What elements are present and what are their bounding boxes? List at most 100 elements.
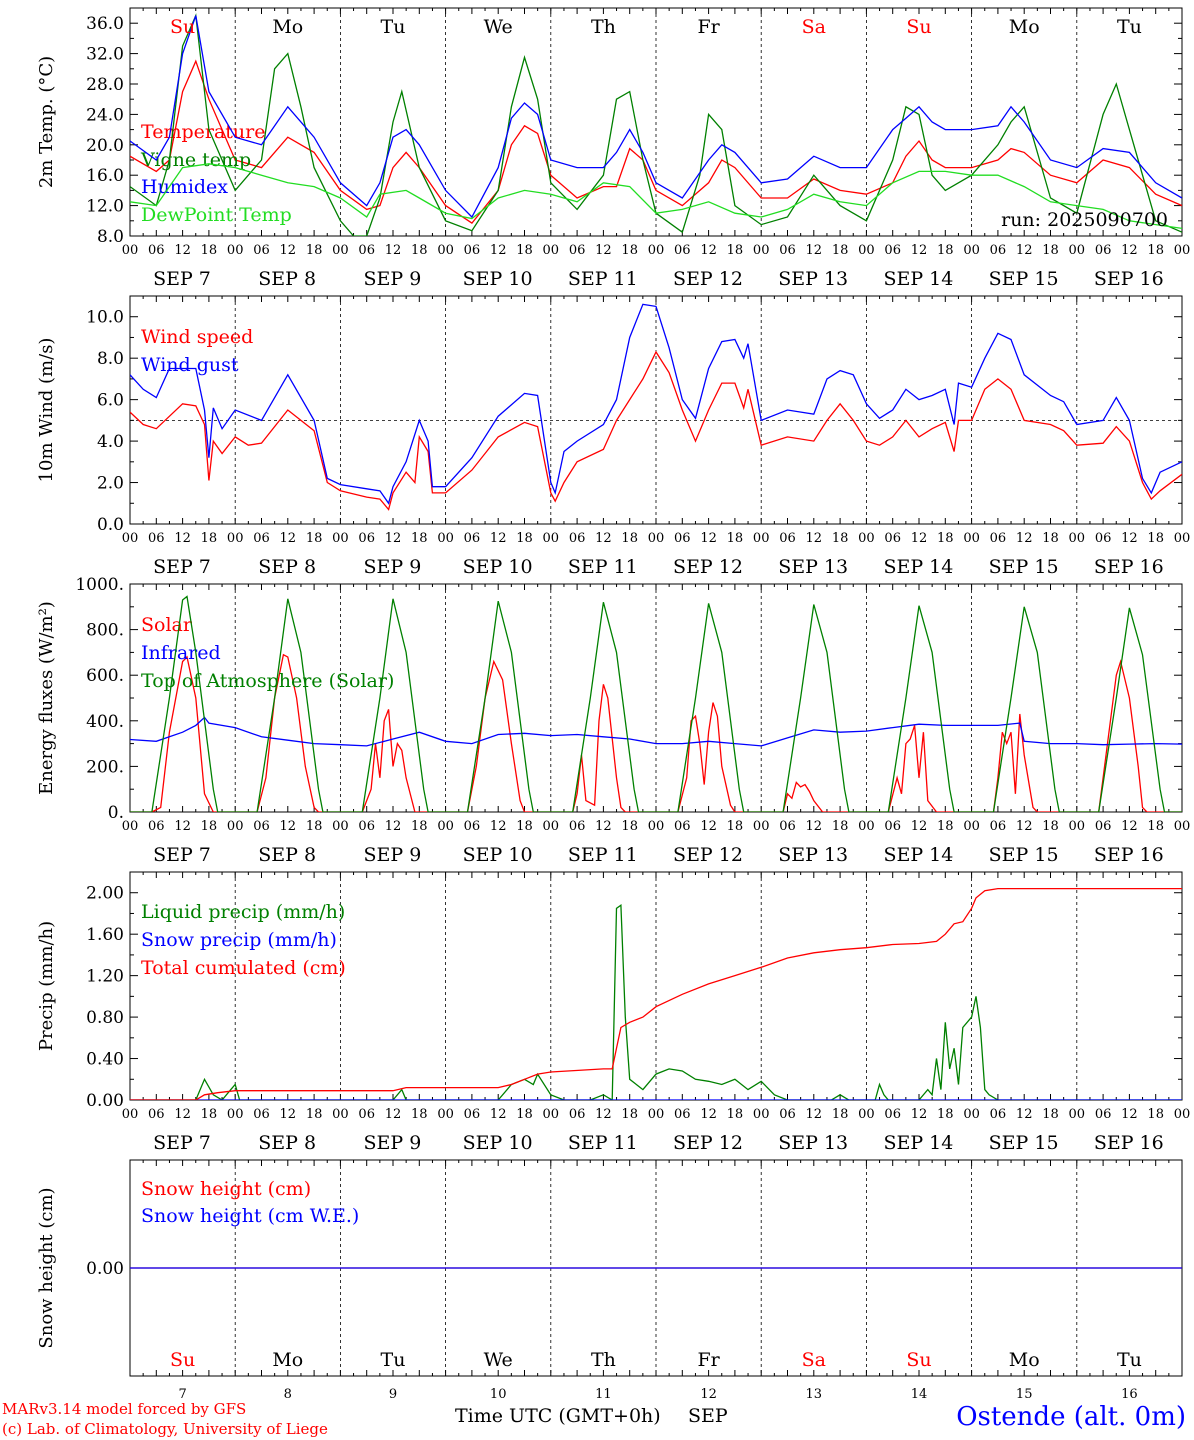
y-tick-label: 0.00: [86, 1091, 124, 1111]
y-tick-label: 0.00: [86, 1259, 124, 1279]
hour-tick-label: 06: [464, 531, 481, 546]
hour-tick-label: 06: [779, 819, 796, 834]
hour-tick-label: 06: [884, 243, 901, 258]
hour-tick-label: 06: [1095, 243, 1112, 258]
day-label: SEP 12: [673, 844, 743, 866]
hour-tick-label: 06: [253, 1107, 270, 1122]
hour-tick-label: 12: [385, 1107, 402, 1122]
day-label: SEP 7: [153, 556, 211, 578]
y-tick-label: 28.0: [86, 75, 124, 95]
hour-tick-label: 18: [1147, 243, 1164, 258]
legend-wind-1: Wind gust: [141, 354, 239, 376]
hour-tick-label: 00: [753, 819, 770, 834]
hour-tick-label: 12: [174, 243, 191, 258]
y-tick-label: 8.0: [97, 349, 124, 369]
day-label: SEP 10: [463, 556, 533, 578]
weekday-label-bottom: Sa: [802, 1349, 826, 1371]
hour-tick-label: 18: [306, 819, 323, 834]
hour-tick-label: 00: [1174, 1107, 1191, 1122]
day-label: SEP 13: [778, 844, 848, 866]
hour-tick-label: 06: [674, 1107, 691, 1122]
hour-tick-label: 00: [332, 819, 349, 834]
hour-tick-label: 00: [753, 1107, 770, 1122]
hour-tick-label: 12: [1121, 531, 1138, 546]
hour-tick-label: 00: [753, 243, 770, 258]
hour-tick-label: 18: [832, 1107, 849, 1122]
hour-tick-label: 06: [990, 531, 1007, 546]
hour-tick-label: 12: [490, 243, 507, 258]
hour-tick-label: 12: [490, 819, 507, 834]
day-label: SEP 9: [363, 844, 421, 866]
hour-tick-label: 12: [1121, 819, 1138, 834]
hour-tick-label: 18: [1042, 1107, 1059, 1122]
hour-tick-label: 00: [437, 243, 454, 258]
series-line-precip-2: [130, 887, 1182, 1100]
hour-tick-label: 00: [543, 819, 560, 834]
weekday-label-top: Mo: [1009, 16, 1040, 38]
hour-tick-label: 00: [122, 243, 139, 258]
series-line-energy-0: [130, 653, 1182, 812]
lab-credit: (c) Lab. of Climatology, University of L…: [2, 1420, 328, 1438]
hour-tick-label: 18: [832, 243, 849, 258]
y-tick-label: 16.0: [86, 166, 124, 186]
y-tick-label: 1.60: [86, 925, 124, 945]
hour-tick-label: 18: [516, 243, 533, 258]
hour-tick-label: 12: [1121, 1107, 1138, 1122]
y-axis-title: 2m Temp. (°C): [36, 56, 57, 188]
hour-tick-label: 18: [727, 243, 744, 258]
hour-tick-label: 00: [963, 531, 980, 546]
hour-tick-label: 12: [595, 243, 612, 258]
day-label: SEP 15: [989, 268, 1059, 290]
series-line-energy-2: [130, 595, 1182, 812]
hour-tick-label: 18: [201, 819, 218, 834]
hour-tick-label: 12: [1016, 243, 1033, 258]
series-line-temperature-1: [130, 13, 1182, 236]
hour-tick-label: 18: [516, 531, 533, 546]
legend-temperature-0: Temperature: [141, 121, 265, 143]
legend-energy-2: Top of Atmosphere (Solar): [141, 670, 394, 692]
hour-tick-label: 00: [332, 531, 349, 546]
hour-tick-label: 00: [1069, 819, 1086, 834]
hour-tick-label: 06: [569, 1107, 586, 1122]
hour-tick-label: 18: [621, 1107, 638, 1122]
y-axis-title: Energy fluxes (W/m²): [36, 601, 57, 795]
panel-energy: 0. 200. 400. 600. 800. 1000. Energy fluxes (W/…: [36, 575, 1190, 866]
day-label: SEP 16: [1094, 556, 1164, 578]
day-label: SEP 11: [568, 556, 638, 578]
hour-tick-label: 12: [174, 819, 191, 834]
hour-tick-label: 12: [1016, 819, 1033, 834]
hour-tick-label: 00: [437, 819, 454, 834]
hour-tick-label: 00: [543, 243, 560, 258]
day-label: SEP 8: [258, 268, 316, 290]
panel-temperature: 8.0 12.0 16.0 20.0 24.0 28.0 32.0 36.0 2m Temp. …: [36, 7, 1190, 290]
legend-energy-0: Solar: [141, 614, 193, 636]
day-label: SEP 14: [883, 556, 953, 578]
day-label: SEP 8: [258, 844, 316, 866]
day-number: 9: [389, 1387, 397, 1402]
hour-tick-label: 18: [201, 1107, 218, 1122]
hour-tick-label: 06: [884, 819, 901, 834]
hour-tick-label: 00: [437, 531, 454, 546]
hour-tick-label: 06: [1095, 1107, 1112, 1122]
model-credit: MARv3.14 model forced by GFS: [2, 1400, 247, 1418]
y-tick-label: 0.0: [97, 515, 124, 535]
hour-tick-label: 12: [806, 819, 823, 834]
day-label: SEP 14: [883, 844, 953, 866]
legend-snow-1: Snow height (cm W.E.): [141, 1205, 359, 1227]
hour-tick-label: 06: [358, 819, 375, 834]
day-number: 13: [806, 1387, 823, 1402]
hour-tick-label: 12: [700, 819, 717, 834]
hour-tick-label: 12: [385, 819, 402, 834]
hour-tick-label: 06: [148, 1107, 165, 1122]
hour-tick-label: 12: [700, 531, 717, 546]
day-label: SEP 11: [568, 1132, 638, 1154]
y-tick-label: 0.40: [86, 1050, 124, 1070]
series-line-temperature-2: [130, 15, 1182, 219]
hour-tick-label: 12: [280, 1107, 297, 1122]
day-label: SEP 10: [463, 268, 533, 290]
weekday-label-bottom: Mo: [272, 1349, 303, 1371]
hour-tick-label: 18: [306, 243, 323, 258]
hour-tick-label: 18: [621, 531, 638, 546]
y-tick-label: 0.80: [86, 1008, 124, 1028]
hour-tick-label: 00: [648, 243, 665, 258]
